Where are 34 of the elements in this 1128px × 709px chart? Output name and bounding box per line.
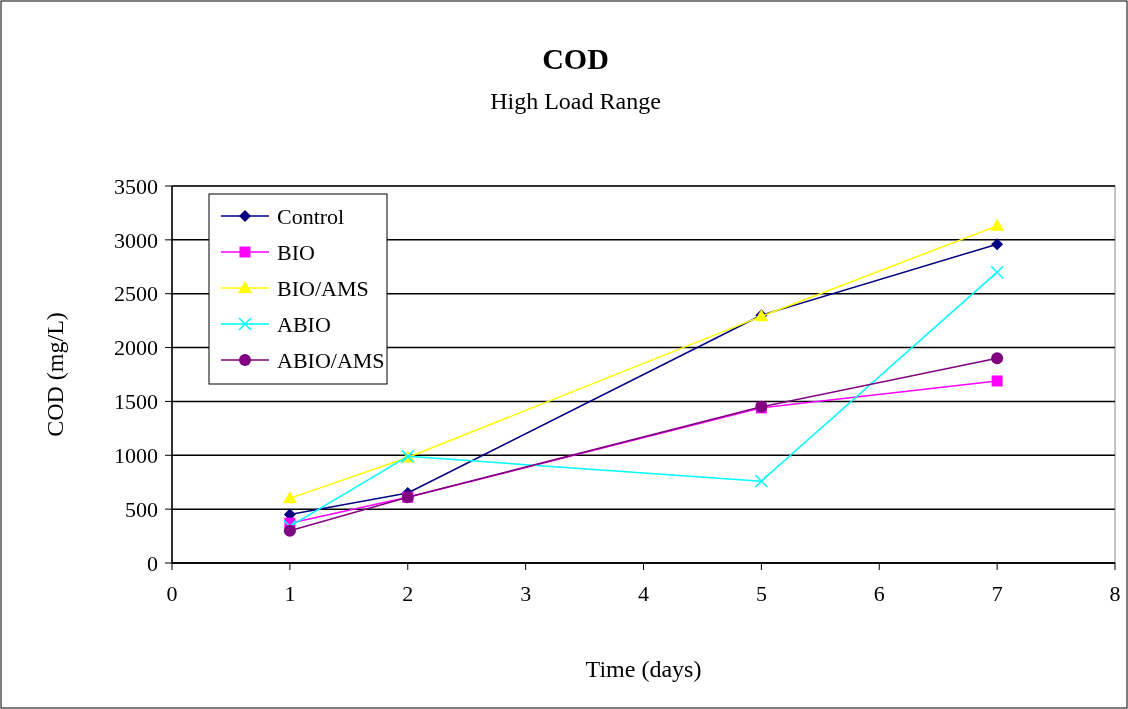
x-tick-label: 2 <box>402 581 414 606</box>
legend-label: ABIO <box>277 311 331 337</box>
chart-title: COD <box>542 42 609 75</box>
point <box>990 218 1005 231</box>
x-tick-label: 6 <box>873 581 885 606</box>
y-tick-label: 500 <box>125 496 158 522</box>
point <box>282 491 297 504</box>
x-tick-label: 8 <box>1109 581 1121 606</box>
y-tick-label: 3500 <box>114 173 158 199</box>
x-tick-label: 7 <box>991 581 1003 606</box>
x-tick-label: 0 <box>166 581 178 606</box>
x-tick-label: 5 <box>755 581 767 606</box>
legend-label: BIO <box>277 239 315 265</box>
y-tick-label: 2500 <box>114 281 158 307</box>
x-tick-label: 3 <box>520 581 532 606</box>
y-axis-title: COD (mg/L) <box>42 312 68 437</box>
y-tick-label: 2000 <box>114 335 158 361</box>
y-tick-label: 3000 <box>114 227 158 253</box>
y-tick-label: 1000 <box>114 442 158 468</box>
point <box>990 265 1004 279</box>
y-tick-label: 0 <box>147 550 158 576</box>
legend-label: Control <box>277 203 345 229</box>
point <box>991 352 1004 365</box>
point <box>991 238 1004 251</box>
x-axis-title: Time (days) <box>585 656 702 682</box>
point <box>754 474 769 488</box>
y-tick-label: 1500 <box>114 389 158 415</box>
x-tick-label: 1 <box>284 581 296 606</box>
x-tick-label: 4 <box>638 581 649 606</box>
legend-label: ABIO/AMS <box>277 347 385 373</box>
chart-subtitle: High Load Range <box>490 88 661 114</box>
point <box>283 524 296 537</box>
legend-label: BIO/AMS <box>277 275 369 301</box>
point <box>991 375 1003 387</box>
